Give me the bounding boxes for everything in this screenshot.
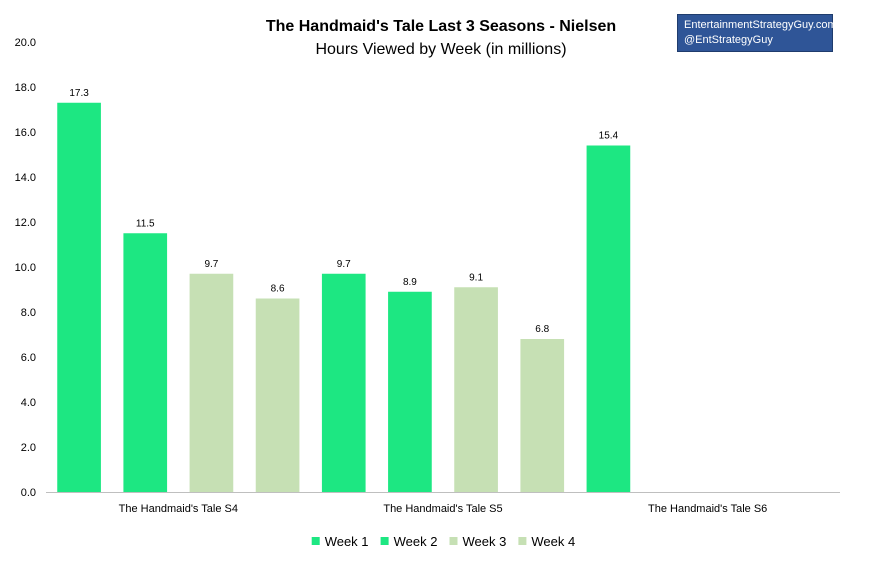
credit-box: EntertainmentStrategyGuy.com @EntStrateg… [677, 14, 837, 52]
category-label: The Handmaid's Tale S4 [119, 503, 238, 515]
y-tick-label: 16.0 [15, 127, 36, 139]
bars [57, 102, 631, 492]
legend-swatch [311, 537, 320, 545]
category-labels: The Handmaid's Tale S4 The Handmaid's Tal… [119, 503, 768, 515]
data-label: 11.5 [136, 218, 155, 229]
data-label: 9.1 [469, 272, 483, 283]
data-label: 15.4 [599, 131, 619, 142]
credit-handle: @EntStrategyGuy [684, 34, 773, 46]
legend-label: Week 1 [325, 534, 369, 549]
chart-title: The Handmaid's Tale Last 3 Seasons - Nie… [266, 18, 616, 35]
y-axis-ticks: 0.0 2.0 4.0 6.0 8.0 10.0 12.0 14.0 16.0 18.0 20.0 [15, 37, 36, 499]
y-tick-label: 6.0 [21, 352, 36, 364]
legend-label: Week 2 [394, 534, 438, 549]
y-tick-label: 2.0 [21, 442, 36, 454]
category-label: The Handmaid's Tale S5 [383, 503, 502, 515]
data-label: 17.3 [69, 88, 89, 99]
bar [321, 273, 366, 492]
y-tick-label: 10.0 [15, 262, 36, 274]
y-tick-label: 18.0 [15, 82, 36, 94]
category-label: The Handmaid's Tale S6 [648, 503, 767, 515]
legend: Week 1 Week 2 Week 3 Week 4 [311, 534, 575, 549]
bar [586, 145, 631, 492]
chart-subtitle: Hours Viewed by Week (in millions) [315, 41, 566, 58]
legend-swatch [380, 537, 389, 545]
data-label: 9.7 [337, 259, 351, 270]
legend-label: Week 4 [531, 534, 575, 549]
legend-label: Week 3 [463, 534, 507, 549]
y-tick-label: 4.0 [21, 397, 36, 409]
data-labels: 17.3 11.5 9.7 8.6 9.7 8.9 9.1 6.8 15.4 [69, 88, 618, 335]
bar [123, 233, 168, 492]
data-label: 8.6 [271, 284, 285, 295]
data-label: 6.8 [535, 324, 549, 335]
y-tick-label: 14.0 [15, 172, 36, 184]
credit-website: EntertainmentStrategyGuy.com [684, 19, 837, 31]
bar [388, 291, 432, 492]
bar [454, 287, 498, 492]
legend-swatch [518, 537, 527, 545]
bar [255, 298, 300, 492]
y-tick-label: 8.0 [21, 307, 36, 319]
data-label: 8.9 [403, 277, 417, 288]
bar [189, 273, 234, 492]
y-tick-label: 20.0 [15, 37, 36, 49]
y-tick-label: 0.0 [21, 487, 36, 499]
y-tick-label: 12.0 [15, 217, 36, 229]
data-label: 9.7 [204, 259, 218, 270]
bar [57, 102, 101, 492]
legend-swatch [449, 537, 458, 545]
bar [520, 339, 565, 492]
